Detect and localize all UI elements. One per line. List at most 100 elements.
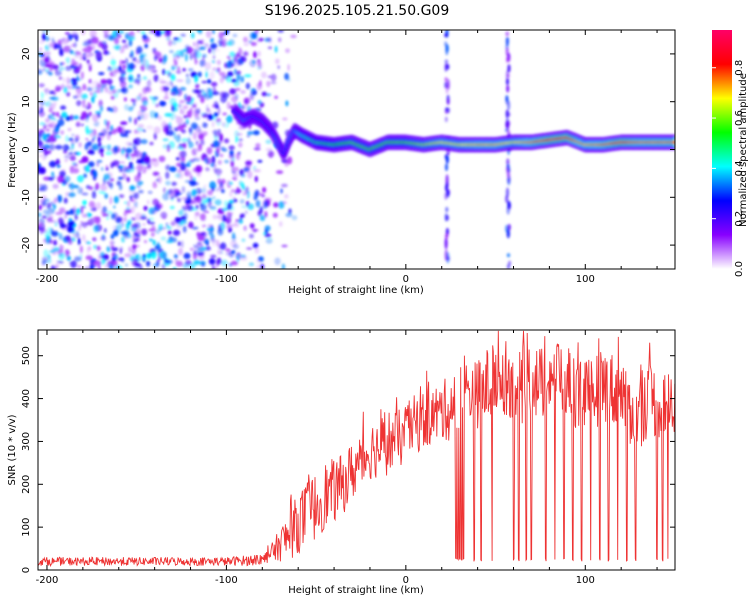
noise-speckle [58, 66, 65, 71]
noise-speckle [213, 112, 219, 117]
noise-speckle [82, 99, 85, 107]
noise-speckle [137, 81, 140, 86]
streak-blob [444, 33, 448, 38]
noise-speckle [48, 113, 55, 121]
noise-speckle [199, 89, 206, 93]
noise-speckle [249, 32, 256, 40]
noise-speckle [120, 87, 127, 93]
noise-speckle [118, 176, 124, 180]
noise-speckle [167, 259, 173, 264]
noise-speckle [142, 129, 147, 133]
noise-speckle [149, 110, 156, 119]
noise-speckle [234, 68, 237, 75]
noise-speckle [140, 109, 145, 113]
y-tick-label: 20 [21, 48, 32, 61]
streak-blob [505, 47, 509, 57]
noise-speckle [174, 217, 182, 224]
noise-speckle [108, 264, 114, 269]
noise-speckle [152, 99, 156, 105]
noise-speckle [136, 233, 141, 238]
noise-speckle [146, 125, 154, 130]
noise-speckle [67, 238, 73, 245]
noise-speckle [175, 260, 183, 267]
noise-speckle [89, 263, 94, 269]
noise-speckle [127, 142, 134, 146]
noise-speckle [96, 161, 100, 167]
noise-speckle [113, 229, 119, 237]
y-tick-label: 0 [21, 146, 32, 152]
noise-speckle [152, 159, 160, 167]
noise-speckle [140, 156, 145, 164]
noise-speckle [100, 87, 104, 93]
noise-speckle [253, 147, 261, 151]
noise-speckle [241, 56, 247, 63]
noise-speckle [44, 44, 50, 51]
noise-speckle [70, 114, 74, 121]
noise-speckle [106, 144, 111, 152]
noise-speckle [77, 186, 82, 195]
noise-speckle [59, 48, 64, 57]
noise-speckle [246, 247, 253, 250]
noise-speckle [81, 213, 88, 218]
noise-speckle [177, 169, 182, 173]
noise-speckle [122, 125, 125, 134]
noise-speckle [247, 203, 254, 210]
noise-speckle [163, 96, 170, 100]
noise-speckle [113, 68, 119, 74]
noise-speckle [100, 82, 108, 89]
noise-speckle [210, 43, 218, 50]
snr-marks [38, 330, 675, 568]
noise-speckle [165, 164, 171, 171]
streak-blob [505, 109, 509, 119]
noise-speckle [51, 220, 57, 223]
streak-blob [444, 107, 448, 115]
noise-speckle [39, 47, 42, 51]
noise-speckle [115, 224, 122, 232]
noise-speckle [192, 182, 199, 186]
noise-speckle [218, 71, 226, 77]
noise-speckle [68, 152, 74, 155]
noise-speckle [175, 192, 182, 196]
noise-speckle [97, 142, 102, 147]
noise-speckle [270, 81, 277, 85]
noise-speckle [43, 123, 47, 130]
noise-speckle [104, 119, 108, 125]
noise-speckle [171, 181, 177, 186]
noise-speckle [246, 134, 250, 138]
noise-speckle [53, 134, 62, 139]
noise-speckle [185, 77, 191, 85]
noise-speckle [76, 51, 82, 55]
noise-speckle [198, 133, 205, 140]
noise-speckle [212, 140, 220, 148]
noise-speckle [58, 233, 63, 240]
noise-speckle [227, 212, 234, 215]
noise-speckle [172, 229, 181, 236]
noise-speckle [158, 78, 165, 83]
noise-speckle [93, 120, 100, 127]
noise-speckle [146, 199, 150, 205]
noise-speckle [137, 123, 145, 129]
noise-speckle [128, 77, 133, 80]
noise-speckle [118, 167, 123, 173]
noise-speckle [85, 165, 90, 173]
noise-speckle [98, 264, 101, 269]
noise-speckle [63, 45, 71, 53]
noise-speckle [143, 240, 148, 244]
noise-speckle [257, 100, 262, 105]
noise-speckle [230, 78, 237, 83]
streak-blob [505, 36, 509, 46]
noise-speckle [204, 62, 212, 70]
noise-speckle [206, 157, 212, 163]
noise-speckle [218, 183, 224, 191]
noise-speckle [236, 133, 243, 136]
noise-speckle [183, 116, 187, 119]
noise-speckle [60, 105, 67, 110]
noise-speckle [275, 58, 280, 65]
noise-speckle [281, 263, 285, 269]
noise-speckle [210, 37, 214, 43]
noise-speckle [47, 258, 52, 264]
noise-speckle [188, 221, 194, 229]
noise-speckle [70, 78, 78, 82]
noise-speckle [123, 97, 127, 102]
noise-speckle [91, 81, 97, 89]
